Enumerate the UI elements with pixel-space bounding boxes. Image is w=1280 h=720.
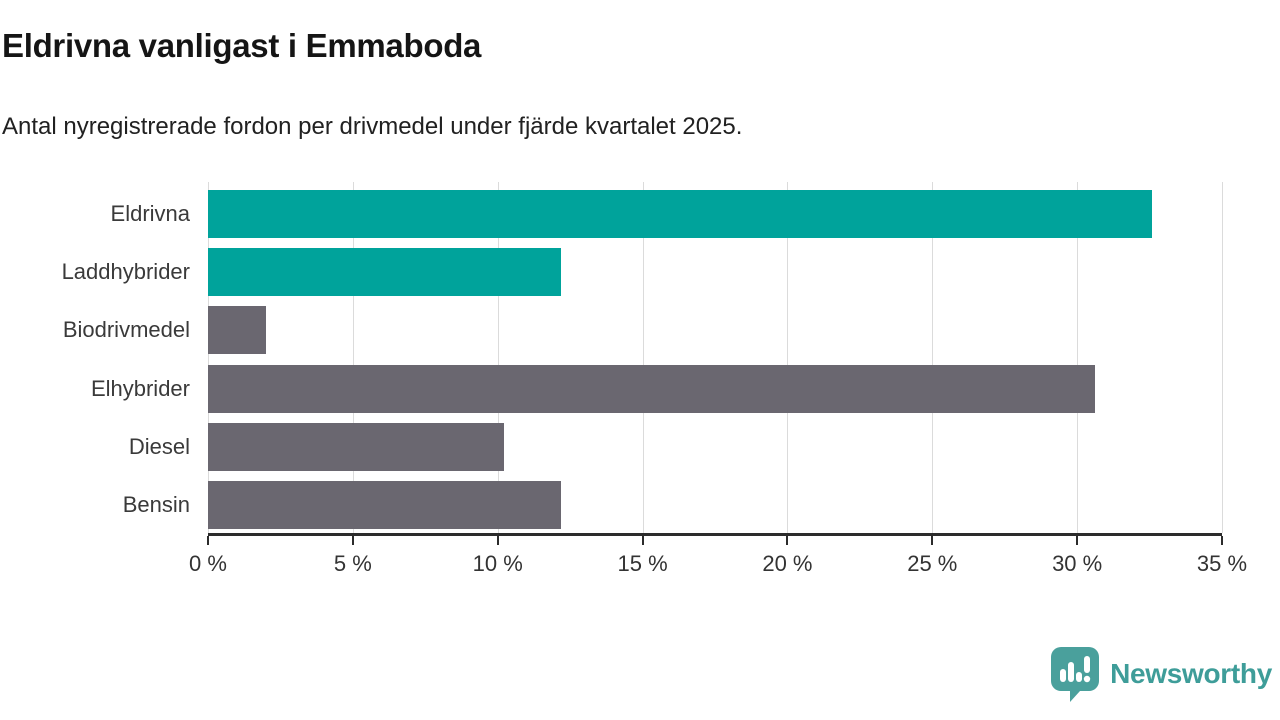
category-label-elhybrider: Elhybrider — [90, 375, 190, 401]
newsworthy-logo-text: Newsworthy — [1110, 658, 1272, 689]
bar-laddhybrider — [208, 248, 562, 297]
bar-row-biodrivmedel — [208, 306, 1222, 355]
category-labels: Eldrivna Laddhybrider Biodrivmedel Elhybrid… — [0, 182, 190, 539]
category-label-biodrivmedel: Biodrivmedel — [62, 317, 190, 343]
x-tick-0 — [207, 536, 209, 545]
chart-title: Eldrivna vanligast i Emmaboda — [2, 27, 482, 64]
bar-row-eldrivna — [208, 190, 1222, 238]
chart-subtitle: Antal nyregistrerade fordon per drivmede… — [2, 113, 743, 140]
bar-rows — [208, 182, 1222, 536]
x-tick-label-25: 25 % — [907, 551, 958, 576]
gridline-5 — [352, 182, 354, 533]
x-tick-label-0: 0 % — [189, 551, 227, 576]
x-tick-label-30: 30 % — [1052, 551, 1103, 576]
x-tick-5 — [351, 536, 354, 545]
bar-row-diesel — [208, 422, 1222, 471]
bar-eldrivna — [208, 190, 1153, 238]
newsworthy-logo: Newsworthy — [1049, 645, 1272, 703]
plot-area: 0 % 5 % 10 % 15 % 20 % 25 % 30 % 35 % — [189, 182, 1247, 576]
bar-row-laddhybrider — [208, 248, 1222, 297]
category-label-diesel: Diesel — [128, 433, 190, 459]
gridline-10 — [497, 182, 499, 533]
newsworthy-logo-icon — [1051, 647, 1100, 702]
x-tick-label-10: 10 % — [472, 551, 523, 576]
x-tick-label-20: 20 % — [762, 551, 813, 576]
x-axis-line — [208, 533, 1222, 536]
x-tick-30 — [1076, 536, 1079, 545]
gridline-25 — [932, 182, 934, 533]
bar-row-bensin — [208, 480, 1222, 529]
bar-diesel — [208, 422, 504, 471]
bar-elhybrider — [208, 364, 1095, 413]
x-tick-35 — [1221, 536, 1223, 545]
bar-bensin — [208, 480, 562, 529]
x-tick-25 — [931, 536, 934, 545]
gridline-20 — [787, 182, 789, 533]
bar-biodrivmedel — [208, 306, 266, 355]
gridline-15 — [642, 182, 644, 533]
x-tick-10 — [496, 536, 499, 545]
gridline-35 — [1222, 182, 1223, 533]
bar-row-elhybrider — [208, 364, 1222, 413]
category-label-laddhybrider: Laddhybrider — [61, 259, 190, 285]
x-tick-label-35: 35 % — [1196, 551, 1248, 576]
x-tick-20 — [786, 536, 789, 545]
category-label-eldrivna: Eldrivna — [110, 201, 190, 226]
gridline-30 — [1077, 182, 1079, 533]
x-tick-15 — [641, 536, 644, 545]
x-tick-label-5: 5 % — [333, 551, 372, 576]
category-label-bensin: Bensin — [122, 491, 190, 517]
x-tick-label-15: 15 % — [617, 551, 668, 576]
gridline-0 — [208, 182, 209, 533]
